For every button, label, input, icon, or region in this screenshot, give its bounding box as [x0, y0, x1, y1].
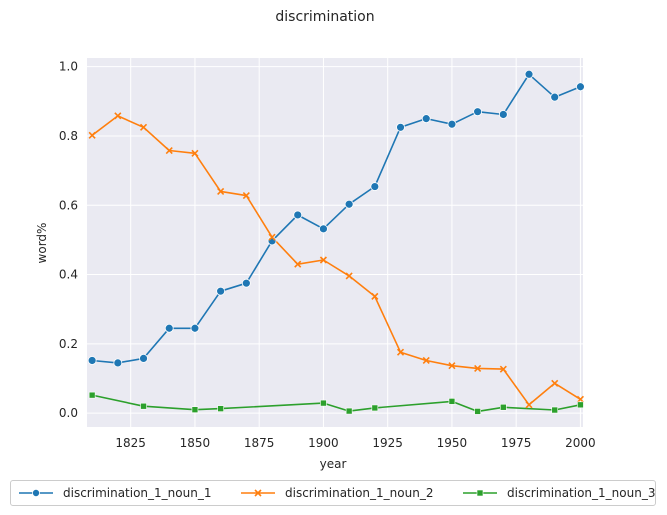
- data-point: [500, 403, 507, 411]
- data-point: [217, 405, 224, 412]
- x-tick-label: 2000: [565, 436, 596, 450]
- data-point: [474, 364, 482, 373]
- legend-item-series-3: discrimination_1_noun_3: [463, 485, 655, 501]
- data-point: [87, 356, 97, 365]
- y-tick-label: 0.6: [59, 198, 78, 212]
- data-point: [576, 82, 585, 92]
- y-tick-label: 0.2: [59, 337, 78, 351]
- x-axis-ticks: 1825 1850 1875 1900 1925 1950 1975 2000: [115, 436, 595, 450]
- data-point: [396, 122, 405, 132]
- legend-item-series-1: discrimination_1_noun_1: [19, 485, 211, 501]
- data-point: [448, 398, 456, 405]
- data-point: [344, 199, 354, 209]
- legend-label-series-2: discrimination_1_noun_2: [285, 486, 434, 500]
- data-point: [473, 107, 483, 117]
- x-tick-label: 1975: [501, 436, 532, 450]
- x-tick-label: 1950: [437, 436, 468, 450]
- legend-label-series-1: discrimination_1_noun_1: [63, 486, 212, 500]
- data-point: [293, 210, 303, 220]
- data-point: [371, 404, 379, 412]
- data-point: [139, 123, 148, 131]
- data-point: [551, 379, 559, 387]
- data-point: [165, 146, 173, 155]
- data-point: [422, 356, 430, 365]
- data-point: [498, 110, 508, 119]
- data-point: [241, 278, 251, 288]
- legend-label-series-3: discrimination_1_noun_3: [507, 486, 656, 500]
- legend: discrimination_1_noun_1 discrimination_1…: [10, 480, 656, 506]
- data-point: [551, 406, 559, 414]
- data-point: [345, 272, 353, 280]
- data-point: [525, 401, 533, 409]
- y-tick-label: 1.0: [59, 60, 78, 74]
- y-axis-ticks: 0.0 0.2 0.4 0.6 0.8 1.0: [59, 60, 78, 420]
- series-line-2: [91, 115, 581, 406]
- y-tick-label: 0.8: [59, 129, 78, 143]
- data-point: [370, 182, 380, 191]
- data-point: [319, 224, 328, 234]
- legend-swatch-square-icon: [463, 489, 497, 497]
- y-axis-label: word%: [35, 223, 49, 264]
- data-point: [320, 399, 327, 407]
- data-point: [114, 112, 122, 120]
- data-point: [113, 358, 123, 368]
- data-point: [216, 286, 226, 296]
- x-axis-label: year: [320, 457, 347, 471]
- x-tick-label: 1850: [180, 436, 211, 450]
- data-point: [499, 365, 507, 373]
- data-point: [577, 401, 584, 409]
- data-point: [576, 395, 584, 403]
- data-point: [88, 391, 96, 399]
- data-point: [268, 233, 276, 241]
- data-point: [191, 149, 199, 157]
- data-point: [447, 119, 457, 129]
- data-point: [190, 323, 200, 333]
- data-point: [294, 260, 302, 268]
- data-point: [242, 191, 250, 200]
- x-tick-label: 1825: [115, 436, 146, 450]
- x-tick-label: 1925: [372, 436, 403, 450]
- data-point: [371, 292, 379, 300]
- data-point: [524, 69, 534, 79]
- y-tick-label: 0.4: [59, 268, 78, 282]
- plot-area: [87, 58, 583, 427]
- chart-title: discrimination: [275, 9, 374, 25]
- x-tick-label: 1875: [244, 436, 275, 450]
- grid-lines: [87, 58, 583, 427]
- data-point: [550, 92, 560, 102]
- data-point: [88, 131, 96, 139]
- data-point: [164, 323, 174, 333]
- legend-swatch-x-icon: [241, 489, 275, 497]
- data-point: [448, 362, 456, 370]
- data-point: [345, 407, 353, 415]
- legend-swatch-circle-icon: [19, 489, 53, 497]
- data-point: [319, 256, 328, 264]
- data-point: [421, 114, 431, 124]
- data-point: [217, 187, 225, 195]
- y-tick-label: 0.0: [59, 406, 78, 420]
- data-point: [191, 406, 199, 413]
- x-tick-label: 1900: [308, 436, 339, 450]
- data-point: [396, 348, 405, 356]
- series-line-3: [91, 394, 581, 413]
- series-markers: [87, 69, 585, 415]
- data-point: [139, 353, 148, 363]
- data-point: [474, 408, 481, 415]
- legend-item-series-2: discrimination_1_noun_2: [241, 485, 433, 501]
- data-point: [140, 402, 147, 410]
